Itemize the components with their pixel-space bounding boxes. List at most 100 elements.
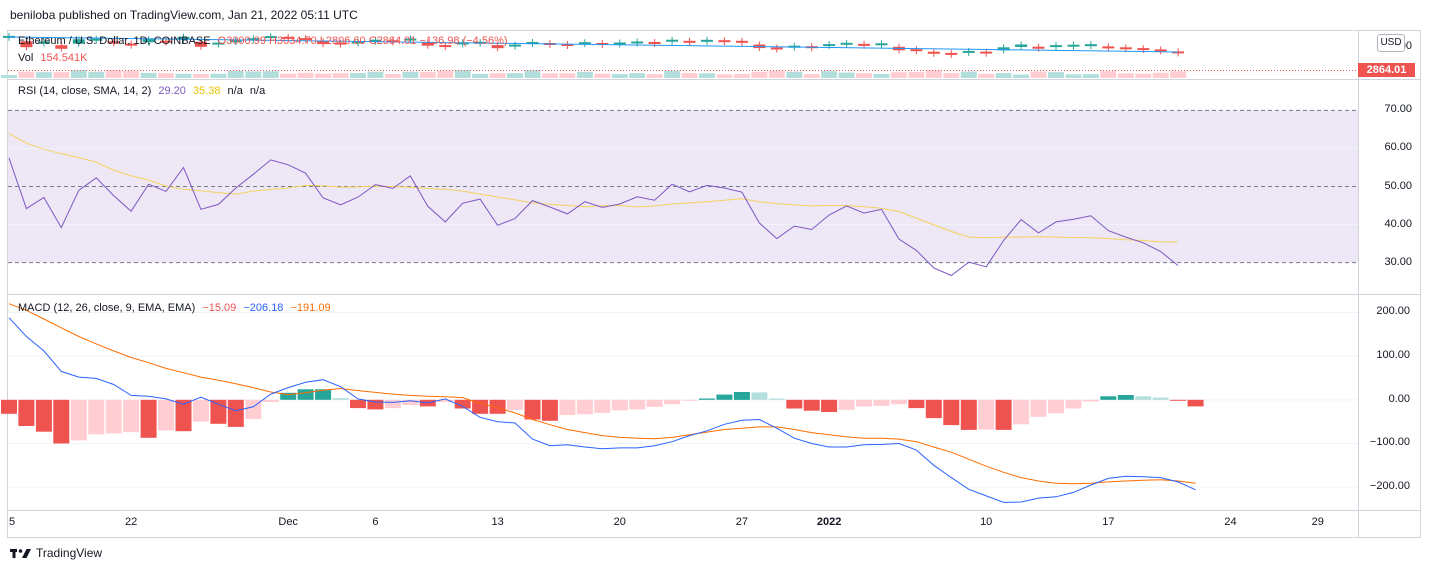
price-candle-body: [701, 39, 713, 42]
volume-bar: [472, 73, 489, 78]
rsi-tick-label: 70.00: [1384, 103, 1412, 116]
macd-histogram-bar: [856, 399, 872, 407]
macd-histogram-bar: [838, 399, 855, 410]
macd-histogram-bar: [960, 399, 977, 430]
macd-histogram-bar: [733, 392, 750, 400]
volume-bar: [960, 71, 977, 78]
volume-bar: [53, 72, 70, 78]
volume-bar: [262, 71, 279, 78]
macd-line[interactable]: [8, 317, 1196, 503]
volume-bar: [489, 73, 506, 78]
pane-separator-price-rsi[interactable]: [7, 79, 1421, 80]
volume-bar: [192, 74, 209, 78]
time-axis-label: 20: [613, 516, 626, 528]
macd-histogram-bar: [768, 398, 785, 400]
macd-histogram-bar: [35, 399, 52, 432]
volume-bar: [245, 71, 262, 78]
volume-bar: [524, 70, 541, 78]
macd-histogram-bar: [541, 399, 558, 421]
macd-histogram-bar: [367, 399, 384, 410]
rsi-sma-value: 35.38: [192, 85, 221, 97]
pane-separator-rsi-macd[interactable]: [7, 294, 1421, 295]
volume-bar: [1, 75, 17, 78]
price-candle-body: [1015, 44, 1028, 47]
volume-bar: [629, 73, 646, 78]
volume-bar: [838, 72, 855, 78]
price-candle-body: [456, 42, 469, 45]
volume-legend: Vol 154.541K: [18, 52, 91, 64]
tradingview-brand[interactable]: TradingView: [10, 546, 102, 560]
macd-histogram-bar: [611, 399, 628, 411]
macd-histogram-bar: [507, 399, 523, 410]
macd-histogram-bar: [88, 399, 105, 435]
rsi-gridlines: [8, 147, 1358, 226]
macd-histogram: [1, 389, 1204, 444]
macd-tick-label: −100.00: [1369, 436, 1410, 449]
volume-bar: [507, 73, 523, 78]
macd-histogram-bar: [978, 399, 995, 430]
price-candle-body: [823, 44, 836, 47]
macd-signal-line[interactable]: [8, 303, 1196, 485]
macd-histogram-bar: [315, 389, 332, 400]
macd-legend: MACD (12, 26, close, 9, EMA, EMA) −15.09…: [18, 302, 335, 314]
trend-line[interactable]: [7, 36, 1179, 53]
price-candle-body: [718, 40, 731, 43]
price-candle-body: [1102, 46, 1115, 49]
volume-bar: [576, 71, 593, 78]
price-candle-body: [282, 36, 295, 39]
price-candle-body: [735, 40, 748, 43]
macd-histogram-bar: [123, 399, 140, 433]
macd-histogram-bar: [297, 389, 314, 400]
time-axis-label: 5: [8, 516, 16, 528]
rsi-sma-line[interactable]: [8, 133, 1179, 243]
price-candle-body: [264, 36, 277, 39]
macd-histogram-bar: [943, 399, 960, 426]
volume-bar: [733, 73, 750, 78]
macd-histogram-bar: [53, 399, 70, 444]
macd-histogram-bar: [384, 399, 401, 409]
price-candle-body: [1050, 45, 1062, 48]
macd-histogram-bar: [489, 399, 506, 414]
price-candle-body: [177, 36, 190, 40]
time-axis-label: 24: [1224, 516, 1237, 528]
volume-bar: [367, 71, 384, 78]
volume-bar: [280, 73, 297, 78]
macd-histogram-bar: [594, 399, 611, 413]
rsi-title[interactable]: RSI (14, close, SMA, 14, 2): [18, 85, 152, 97]
macd-histogram-bar: [1117, 395, 1134, 400]
macd-histogram-bar: [890, 399, 907, 405]
price-candle-body: [386, 40, 399, 43]
volume-bar: [943, 73, 960, 78]
macd-histogram-bar: [227, 399, 244, 427]
volume-bar: [1082, 74, 1099, 78]
volume-bar: [35, 72, 52, 78]
volume-bar: [751, 71, 768, 78]
volume-bar: [175, 73, 192, 78]
macd-title[interactable]: MACD (12, 26, close, 9, EMA, EMA): [18, 302, 196, 314]
price-candle-body: [910, 49, 923, 52]
ohlc-values: O3000.99 H3034.70 L2806.60 C2864.01 −136…: [217, 35, 508, 47]
rsi-na-2: n/a: [249, 85, 266, 97]
price-legend: Ethereum / U.S. Dollar, 1D, COINBASE O30…: [18, 35, 512, 47]
volume-bar: [925, 70, 942, 78]
price-candle-body: [491, 45, 504, 49]
price-candle-body: [613, 42, 626, 45]
currency-button[interactable]: USD: [1377, 34, 1405, 52]
macd-histogram-bar: [437, 399, 454, 402]
price-candle-body: [317, 41, 330, 45]
price-candle-body: [509, 44, 521, 47]
macd-histogram-bar: [1013, 399, 1030, 425]
volume-bar: [681, 73, 698, 78]
volume-bar: [890, 72, 907, 78]
price-axis-separator: [1358, 30, 1359, 538]
price-candle-body: [20, 41, 33, 48]
rsi-line[interactable]: [8, 157, 1179, 277]
macd-histogram-bar: [1, 399, 17, 414]
macd-histogram-bar: [1082, 399, 1099, 402]
macd-histogram-bar: [245, 399, 262, 419]
volume-bar: [350, 73, 366, 78]
price-candle-body: [1137, 48, 1150, 51]
brand-name: TradingView: [36, 546, 103, 560]
symbol-title[interactable]: Ethereum / U.S. Dollar, 1D, COINBASE: [18, 35, 211, 47]
